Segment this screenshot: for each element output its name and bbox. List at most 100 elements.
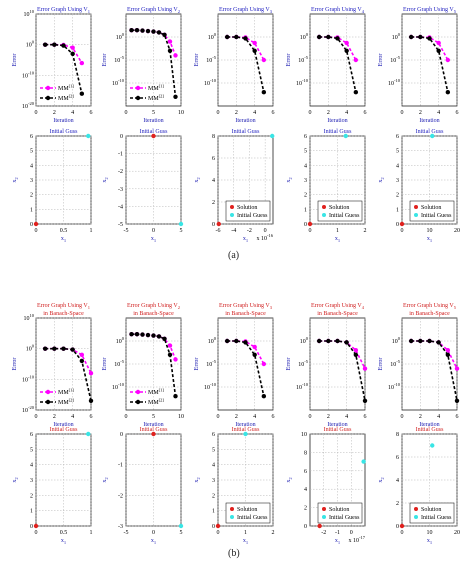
x-axis-label: Iteration: [53, 422, 73, 428]
data-point: [418, 338, 423, 344]
x-tick-label: 0: [401, 414, 404, 420]
chart-title: Initial Guss: [232, 427, 260, 433]
x-axis-label: x1: [243, 236, 248, 243]
y-tick-label: 0: [304, 524, 307, 530]
y-tick-label: 10-5: [114, 359, 124, 368]
legend-marker: [322, 507, 326, 511]
chart-title: in Banach-Space: [317, 311, 358, 317]
data-point: [173, 357, 178, 362]
y-axis-label-group: Error: [194, 358, 200, 371]
x-tick-label: 5: [152, 110, 155, 116]
legend: MM[1]MM[2]: [40, 388, 74, 406]
data-point: [261, 57, 267, 63]
chart-a-err-2: Error Graph Using V2 0 5 10 100 10-5 10-10 Iter…: [102, 7, 184, 124]
legend-marker: [230, 213, 234, 217]
solution-point: [307, 221, 313, 227]
initial-guess-point: [361, 459, 366, 464]
data-point: [70, 51, 75, 57]
x-tick-label: 4: [345, 110, 348, 116]
x-tick-label: -4: [231, 228, 236, 234]
y-tick-label: 10-5: [390, 55, 400, 64]
y-axis-label: x2: [12, 177, 19, 182]
legend-box: [317, 200, 363, 222]
chart-title: Initial Guss: [416, 129, 444, 135]
solution-point: [317, 523, 322, 529]
caption-b: (b): [228, 548, 240, 559]
legend-label: Solution: [237, 205, 257, 211]
y-tick-label: -1: [118, 463, 123, 469]
y-tick-label: -5: [118, 222, 123, 228]
y-axis-label-group: x2: [102, 477, 109, 482]
y-tick-label: 6: [396, 134, 399, 140]
y-axis-label: Error: [102, 358, 108, 371]
y-tick-label: 3: [30, 478, 33, 484]
x-tick-label: 0: [401, 110, 404, 116]
data-point: [145, 332, 151, 338]
data-point: [134, 332, 140, 337]
x-tick-label: 4: [345, 414, 348, 420]
chart-title: Initial Guss: [50, 427, 78, 433]
legend-swatch-marker: [135, 399, 141, 405]
y-tick-label: 0: [120, 432, 123, 438]
legend: Solution Initial Guess: [317, 502, 363, 524]
y-tick-label: 6: [30, 134, 33, 140]
y-tick-label: 100: [26, 40, 35, 49]
chart-title: Initial Guss: [324, 129, 352, 135]
y-axis-label-group: x2: [12, 177, 19, 182]
x-tick-label: 10: [178, 110, 184, 116]
y-tick-label: 2: [304, 193, 307, 199]
chart-a-sc-1: Initial Guss 0 0.5 1 0 1 2 3 4 5 6 x1 x2: [12, 129, 93, 243]
data-point: [140, 28, 145, 33]
data-point: [70, 347, 75, 352]
x-tick-label: 0: [217, 414, 220, 420]
x-exponent-label: x 10-17: [349, 535, 366, 544]
x-tick-label: -6: [216, 228, 221, 234]
chart-a-err-5: Error Graph Using V5 0 2 4 6 100 10-5 10-10 Iter…: [378, 7, 459, 124]
x-tick-label: 4: [437, 110, 440, 116]
initial-guess-point: [430, 133, 435, 139]
y-axis-label: Error: [102, 54, 108, 67]
legend-marker: [230, 515, 234, 519]
chart-title: Error Graph Using V2: [127, 7, 180, 14]
y-tick-label: 10-5: [298, 55, 308, 64]
data-point: [252, 352, 257, 357]
legend-marker: [322, 213, 326, 217]
y-tick-label: 6: [212, 156, 215, 162]
x-tick-label: 2: [364, 228, 367, 234]
y-axis-label: Error: [378, 358, 384, 371]
initial-guess-point: [243, 431, 248, 437]
x-tick-label: 6: [364, 414, 367, 420]
x-axis-label: x1: [427, 538, 432, 545]
chart-a-sc-5: Initial Guss 0 10 20 0 1 2 3 4 5 6 x1 x2 Solution Init…: [378, 129, 460, 243]
y-axis-label: x2: [286, 177, 293, 182]
x-tick-label: 2: [235, 414, 238, 420]
x-axis-label: x1: [151, 236, 156, 243]
chart-title: Error Graph Using V1: [37, 7, 90, 14]
y-tick-label: 3: [30, 178, 33, 184]
legend-swatch-marker: [135, 95, 141, 101]
data-point: [326, 338, 331, 344]
y-axis-label: x2: [102, 177, 109, 182]
solution-point: [151, 431, 156, 437]
x-axis-label: Iteration: [419, 422, 439, 428]
x-tick-label: 10: [427, 228, 433, 234]
data-point: [427, 338, 432, 344]
series-line-2: [45, 43, 83, 94]
y-tick-label: 10-10: [296, 382, 309, 391]
y-axis-label-group: Error: [378, 358, 384, 371]
x-tick-label: 6: [90, 414, 93, 420]
initial-guess-point: [86, 133, 91, 139]
x-tick-label: 0: [401, 228, 404, 234]
data-point: [156, 30, 162, 35]
y-tick-label: 10-10: [388, 78, 401, 87]
x-tick-label: 0: [350, 530, 353, 536]
y-axis-label-group: Error: [12, 358, 18, 371]
y-axis-label-group: x2: [194, 477, 201, 482]
y-tick-label: 10-5: [206, 55, 216, 64]
y-axis-label-group: Error: [286, 54, 292, 67]
legend-label: MM[1]: [58, 388, 74, 397]
x-tick-label: 5: [180, 530, 183, 536]
data-point: [353, 57, 359, 63]
